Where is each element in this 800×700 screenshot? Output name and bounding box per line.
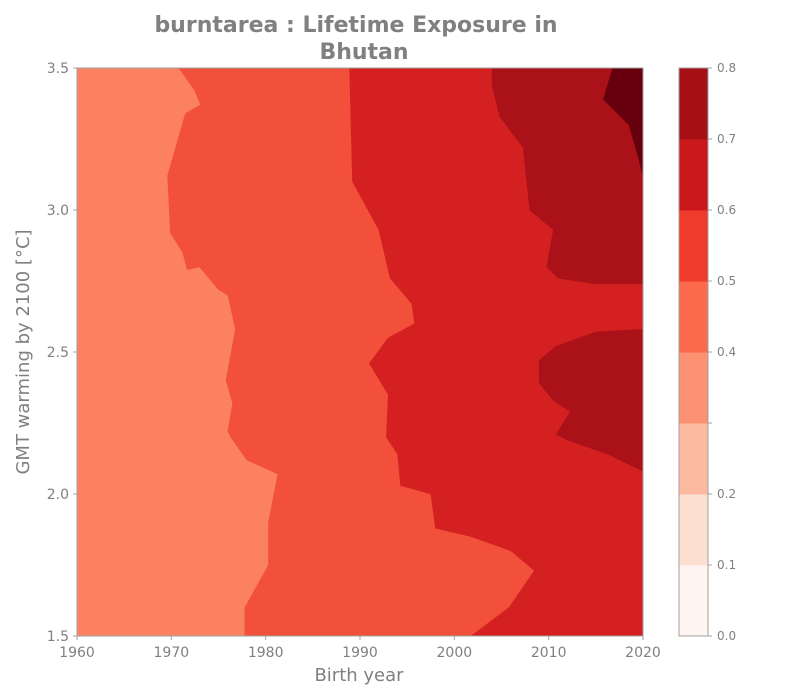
colorbar-tick-label: 0.5 xyxy=(717,274,736,288)
x-tick-label: 1970 xyxy=(154,645,190,661)
y-tick-label: 1.5 xyxy=(47,629,69,645)
colorbar-band xyxy=(679,565,708,637)
colorbar: 0.0 0.1 0.2 0.4 0.5 0.6 0.7 0.8 xyxy=(678,61,736,643)
colorbar-tick-label: 0.2 xyxy=(717,487,736,501)
colorbar-band xyxy=(679,281,708,353)
x-axis: 1960 1970 1980 1990 2000 2010 2020 xyxy=(59,636,661,661)
chart-title-line-1: burntarea : Lifetime Exposure in xyxy=(154,13,557,38)
y-axis: 1.5 2.0 2.5 3.0 3.5 xyxy=(47,61,77,645)
y-tick-label: 2.0 xyxy=(47,487,69,503)
colorbar-band xyxy=(679,139,708,211)
x-tick-label: 1960 xyxy=(59,645,95,661)
colorbar-tick-label: 0.7 xyxy=(717,132,736,146)
colorbar-band xyxy=(679,494,708,566)
x-tick-label: 1990 xyxy=(342,645,378,661)
y-tick-label: 3.5 xyxy=(47,61,69,77)
x-tick-label: 1980 xyxy=(248,645,284,661)
colorbar-band xyxy=(679,352,708,424)
y-tick-label: 3.0 xyxy=(47,203,69,219)
colorbar-tick-label: 0.4 xyxy=(717,345,736,359)
contour-regions xyxy=(76,67,644,637)
x-tick-label: 2020 xyxy=(625,645,661,661)
y-tick-label: 2.5 xyxy=(47,345,69,361)
y-axis-label: GMT warming by 2100 [°C] xyxy=(13,229,34,474)
colorbar-tick-label: 0.1 xyxy=(717,558,736,572)
chart-title-line-2: Bhutan xyxy=(319,40,408,65)
colorbar-tick-label: 0.0 xyxy=(717,629,736,643)
x-axis-label: Birth year xyxy=(314,665,404,686)
contour-region-4 xyxy=(538,328,644,472)
colorbar-tick-label: 0.6 xyxy=(717,203,736,217)
colorbar-tick-label: 0.8 xyxy=(717,61,736,75)
colorbar-band xyxy=(679,68,708,140)
colorbar-band xyxy=(679,210,708,282)
x-tick-label: 2000 xyxy=(437,645,473,661)
x-tick-label: 2010 xyxy=(531,645,567,661)
colorbar-band xyxy=(679,423,708,495)
